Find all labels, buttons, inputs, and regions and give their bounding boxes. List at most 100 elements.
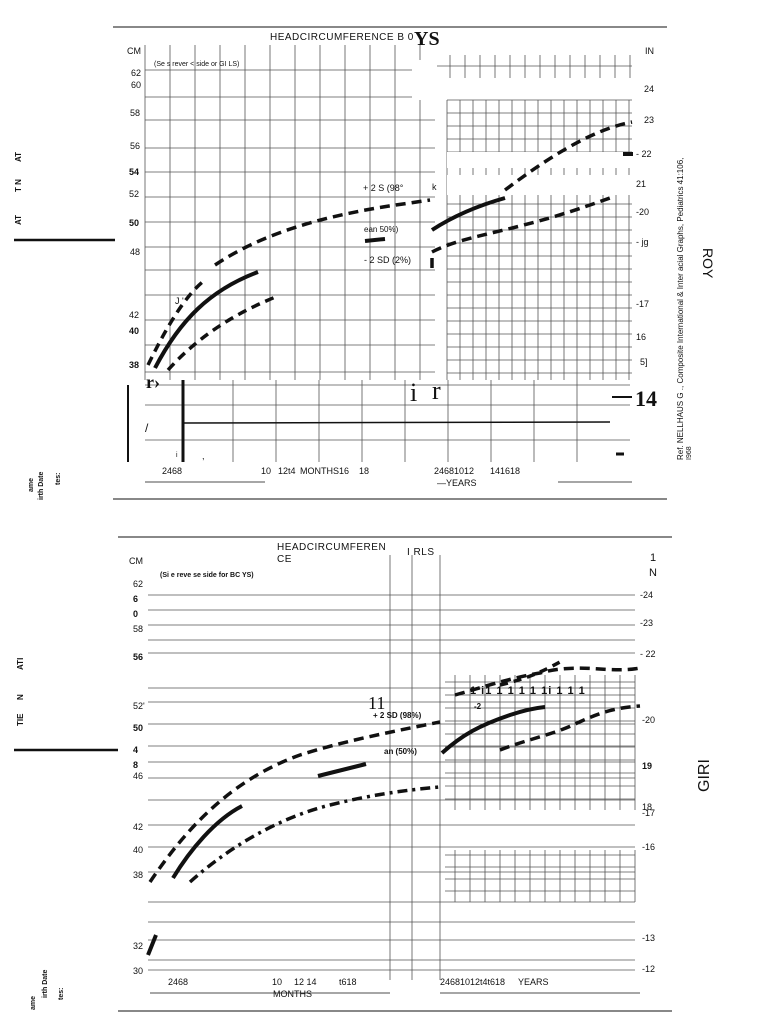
girls-months-tick: t618 bbox=[339, 977, 357, 987]
girls-years-label: YEARS bbox=[518, 977, 549, 987]
boys-cm-42: 42 bbox=[129, 310, 140, 320]
girls-mean-label: an (50%) bbox=[384, 747, 417, 756]
boys-cm-40: 40 bbox=[129, 326, 140, 336]
boys-cm-56: 56 bbox=[130, 141, 141, 151]
boys-plus2sd-curve bbox=[214, 198, 431, 267]
girls-in-23: -23 bbox=[640, 618, 654, 628]
girls-in-20: -20 bbox=[642, 715, 656, 725]
stray-glyph: , bbox=[202, 451, 205, 461]
boys-in-23: 23 bbox=[644, 115, 655, 125]
boys-plus2sd-k: k bbox=[432, 182, 437, 192]
girls-side-label: GIRI bbox=[696, 759, 713, 792]
boys-minus2sd-curve bbox=[166, 294, 279, 372]
girls-label-11: 11 bbox=[368, 693, 386, 713]
girls-cm-6: 6 bbox=[133, 594, 139, 604]
patient-label: AT bbox=[14, 214, 23, 225]
patient-label: AT bbox=[14, 151, 23, 162]
birth-date-field-label: irth Date bbox=[42, 969, 49, 998]
girls-cm-62: 62 bbox=[133, 579, 144, 589]
birth-date-field-label: irth Date bbox=[38, 471, 45, 500]
boys-in-17: -17 bbox=[636, 299, 650, 309]
girls-cm-58: 58 bbox=[133, 624, 144, 634]
boys-mean-curve bbox=[153, 270, 259, 369]
girls-chart-title-2: CE bbox=[277, 554, 292, 565]
boys-chart-title: HEADCIRCUMFERENCE B 0 bbox=[270, 32, 414, 43]
boys-cm-62: 62 bbox=[131, 68, 142, 78]
boys-cm-58: 58 bbox=[130, 108, 141, 118]
girls-cm-46: 46 bbox=[133, 771, 144, 781]
boys-in-16: 16 bbox=[636, 332, 647, 342]
girls-in-16: -16 bbox=[642, 842, 656, 852]
girls-cm-32: 32 bbox=[133, 941, 144, 951]
girls-in-18: 18 bbox=[642, 802, 653, 812]
boys-head-circumference-chart: HEADCIRCUMFERENCE B 0 YS CM IN (Se s rev… bbox=[0, 0, 768, 510]
girls-chart-title-girls: I RLS bbox=[407, 547, 435, 558]
boys-cm-48: 48 bbox=[130, 247, 141, 257]
boys-mean-label: ean 50%) bbox=[364, 225, 399, 234]
patient-label: ATI bbox=[16, 657, 25, 670]
girls-tick-row: 1 i1 1 1 1 1 1i 1 1 1 bbox=[470, 685, 586, 697]
boys-in-24: 24 bbox=[644, 84, 655, 94]
boys-months-label: MONTHS16 bbox=[300, 466, 350, 476]
boys-in-20: -20 bbox=[636, 207, 650, 217]
boys-years-label: —YEARS bbox=[437, 478, 477, 488]
boys-cm-38: 38 bbox=[129, 360, 140, 370]
boys-in-15: 5] bbox=[640, 357, 648, 367]
boys-chart-title-suffix: YS bbox=[414, 28, 440, 50]
girls-cm-50: 50 bbox=[133, 723, 144, 733]
girls-unit-in-1: 1 bbox=[650, 552, 657, 564]
girls-note: (Si e reve se side for BC YS) bbox=[160, 572, 254, 579]
girls-in-17: -17 bbox=[642, 808, 656, 818]
stray-glyph: i bbox=[176, 452, 178, 459]
girls-months-label: MONTHS bbox=[273, 989, 312, 999]
boys-minus2sd-label: - 2 SD (2%) bbox=[364, 255, 412, 265]
girls-in-19: 19 bbox=[642, 761, 653, 771]
girls-cm-8: 8 bbox=[133, 760, 139, 770]
girls-cm-42: 42 bbox=[133, 822, 144, 832]
boys-months-tick: 12t4 bbox=[278, 466, 296, 476]
patient-label: T N bbox=[14, 179, 23, 192]
boys-months-tick: 2468 bbox=[162, 466, 183, 476]
girls-chart-title: HEADCIRCUMFEREN bbox=[277, 542, 387, 553]
girls-cm-30: 30 bbox=[133, 966, 144, 976]
boys-years-ticks: 24681012 bbox=[434, 466, 475, 476]
boys-months-tick: 10 bbox=[261, 466, 272, 476]
name-field-label: ame bbox=[28, 477, 35, 492]
patient-label: N bbox=[16, 694, 25, 700]
girls-months-tick: 12 14 bbox=[294, 977, 317, 987]
boys-unit-cm: CM bbox=[127, 46, 141, 56]
girls-in-13: -13 bbox=[642, 933, 656, 943]
girls-cm-56: 56 bbox=[133, 652, 144, 662]
girls-plus2sd-label: + 2 SD (98%) bbox=[373, 711, 422, 720]
boys-cm-60: 60 bbox=[131, 80, 142, 90]
stray-glyph: / bbox=[145, 421, 149, 435]
girls-minus2sd-label: -2 bbox=[474, 702, 482, 711]
notes-field-label: tes: bbox=[58, 987, 65, 1000]
boys-in-21: 21 bbox=[636, 179, 647, 189]
patient-label: TIE bbox=[16, 713, 25, 726]
boys-cm-52: 52 bbox=[129, 189, 140, 199]
boys-cm-54: 54 bbox=[129, 167, 140, 177]
name-field-label: ame bbox=[30, 995, 37, 1010]
girls-in-22: - 22 bbox=[640, 649, 656, 659]
boys-reference-year: I968 bbox=[686, 446, 693, 460]
girls-cm-52: 52' bbox=[133, 701, 145, 711]
girls-years-ticks: 24681012t4t618 bbox=[440, 977, 506, 987]
stray-glyph: r bbox=[432, 376, 441, 405]
boys-plus2sd-label: + 2 S (98° bbox=[363, 183, 404, 193]
girls-unit-in-2: N bbox=[649, 567, 657, 579]
girls-months-tick: 10 bbox=[272, 977, 283, 987]
girls-head-circumference-chart: HEADCIRCUMFEREN CE I RLS CM 1 N (Si e re… bbox=[0, 510, 768, 1024]
boys-cm-50: 50 bbox=[129, 218, 140, 228]
girls-cm-0: 0 bbox=[133, 609, 139, 619]
boys-in-19: - jg bbox=[636, 237, 649, 247]
girls-unit-cm: CM bbox=[129, 556, 143, 566]
boys-years-ticks: 141618 bbox=[490, 466, 521, 476]
girls-in-12: -12 bbox=[642, 964, 656, 974]
boys-unit-in: IN bbox=[645, 46, 654, 56]
boys-reference: Ref. NELLHAUS G ., Composite Internation… bbox=[676, 157, 685, 460]
boys-in-22: - 22 bbox=[636, 149, 652, 159]
girls-cm-4: 4 bbox=[133, 745, 139, 755]
girls-months-tick: 2468 bbox=[168, 977, 189, 987]
stray-glyph: r› bbox=[146, 372, 160, 392]
